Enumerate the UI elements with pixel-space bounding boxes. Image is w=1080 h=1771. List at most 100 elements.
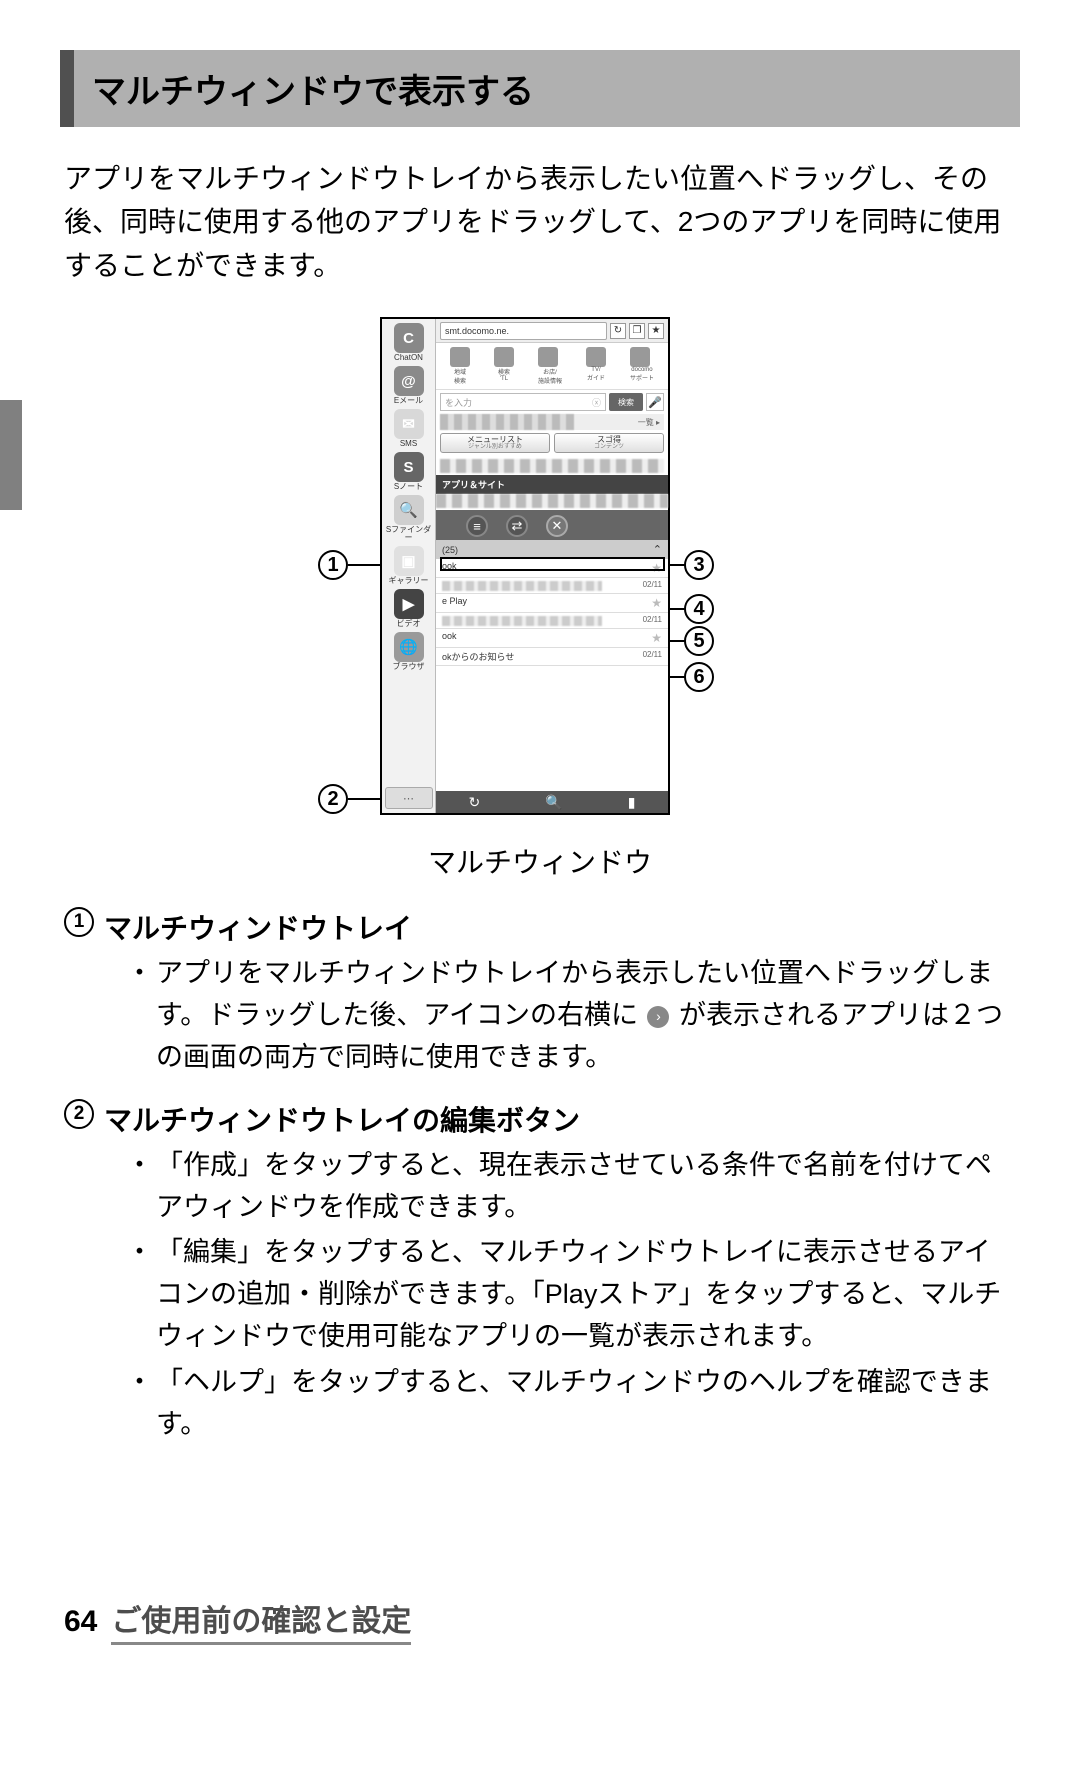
list-item-date: 02/11: [643, 650, 662, 659]
portal-shortcut[interactable]: 検索 'TL: [494, 347, 514, 385]
bullet-text: 「ヘルプ」をタップすると、マルチウィンドウのヘルプを確認できます。: [156, 1362, 1016, 1446]
description-item: 2マルチウィンドウトレイの編集ボタン・「作成」をタップすると、現在表示させている…: [64, 1099, 1016, 1446]
search-button[interactable]: 検索: [609, 393, 643, 411]
description-number: 1: [64, 907, 94, 937]
bullet-marker: ・: [126, 1232, 156, 1358]
page-footer: 64 ご使用前の確認と設定: [60, 1596, 1020, 1645]
list-item-title: okからのお知らせ: [442, 652, 514, 662]
app-label: ブラウザ: [385, 663, 433, 671]
sync-icon[interactable]: ↻: [469, 794, 481, 811]
portal-shortcut[interactable]: TV/ ガイド: [586, 347, 606, 385]
list-item[interactable]: 02/11: [436, 578, 668, 594]
portal-icon: [494, 347, 514, 367]
portal-shortcut[interactable]: 地域 検索: [450, 347, 470, 385]
portal-label: TV/ ガイド: [586, 367, 606, 382]
callout-6: 6: [684, 662, 714, 692]
bookmark-icon[interactable]: ★: [648, 323, 664, 339]
star-icon[interactable]: ★: [651, 596, 662, 610]
portal-search-input[interactable]: を入力 ⓧ: [440, 393, 606, 411]
window-divider[interactable]: ≡ ⇄ ✕: [436, 510, 668, 540]
portal-icon: [538, 347, 558, 367]
device-screenshot: CChatON @Eメール ✉SMS SSノート 🔍Sファインダー ▣ギャラリー ▶ビデオ 🌐…: [380, 317, 670, 815]
portal-label: 検索 'TL: [494, 367, 514, 382]
search-icon[interactable]: 🔍: [545, 794, 562, 811]
list-item-title: ook: [442, 631, 457, 641]
refresh-icon[interactable]: ↻: [610, 323, 626, 339]
star-icon[interactable]: ★: [651, 631, 662, 645]
callout-1: 1: [318, 550, 348, 580]
tray-edit-button[interactable]: ⋯: [385, 787, 433, 809]
browser-urlbar: smt.docomo.ne. ↻ ❐ ★: [436, 319, 668, 343]
tray-app-item[interactable]: CChatON: [385, 323, 433, 362]
description-title: マルチウィンドウトレイの編集ボタン: [104, 1099, 580, 1139]
tab-sub: コンテンツ: [594, 444, 624, 450]
description-item: 1 マルチウィンドウトレイ・アプリをマルチウィンドウトレイから表示したい位置へドラ…: [64, 907, 1016, 1079]
footer-title: ご使用前の確認と設定: [111, 1596, 411, 1645]
tags-more-link[interactable]: 一覧 ▸: [638, 417, 660, 428]
arrow-right-icon: ›: [647, 1006, 669, 1028]
list-item[interactable]: 02/11: [436, 613, 668, 629]
figure-caption: マルチウィンドウ: [60, 841, 1020, 881]
portal-search-row: を入力 ⓧ 検索 🎤: [436, 390, 668, 414]
portal-shortcut[interactable]: docomo サポート: [630, 347, 654, 385]
blurred-content: [436, 494, 668, 508]
app-icon: S: [394, 452, 424, 482]
tray-app-item[interactable]: SSノート: [385, 452, 433, 491]
app-label: ビデオ: [385, 620, 433, 628]
list-item[interactable]: ook ★: [436, 629, 668, 648]
bullet-text: アプリをマルチウィンドウトレイから表示したい位置へドラッグします。ドラッグした後…: [156, 953, 1016, 1079]
screen-main-area: smt.docomo.ne. ↻ ❐ ★ 地域 検索検索 'TL お店/ 施設情報…: [436, 319, 668, 791]
bullet-text: 「編集」をタップすると、マルチウィンドウトレイに表示させるアイコンの追加・削除が…: [156, 1232, 1016, 1358]
tray-app-item[interactable]: 🌐ブラウザ: [385, 632, 433, 671]
app-icon: ▣: [394, 546, 424, 576]
url-field[interactable]: smt.docomo.ne.: [440, 322, 607, 340]
list-item-date: 02/11: [643, 615, 662, 624]
page-number: 64: [64, 1605, 97, 1639]
callout-5: 5: [684, 626, 714, 656]
blurred-content: [440, 459, 664, 473]
clear-icon[interactable]: ⓧ: [592, 396, 601, 409]
tray-app-item[interactable]: @Eメール: [385, 366, 433, 405]
chevron-up-icon[interactable]: ⌃: [653, 543, 662, 556]
divider-menu-icon[interactable]: ≡: [466, 515, 488, 537]
tray-app-item[interactable]: ▶ビデオ: [385, 589, 433, 628]
list-header-label: (25): [442, 545, 458, 555]
tags-row: 一覧 ▸: [440, 414, 664, 430]
bullet-item: ・「編集」をタップすると、マルチウィンドウトレイに表示させるアイコンの追加・削除…: [126, 1232, 1016, 1358]
list-item-date: 02/11: [643, 580, 662, 589]
bullet-item: ・「ヘルプ」をタップすると、マルチウィンドウのヘルプを確認できます。: [126, 1362, 1016, 1446]
folder-icon[interactable]: ▮: [628, 794, 636, 811]
mic-icon[interactable]: 🎤: [646, 393, 664, 411]
description-body: ・「作成」をタップすると、現在表示させている条件で名前を付けてペアウィンドウを作…: [64, 1145, 1016, 1446]
app-icon: ▶: [394, 589, 424, 619]
bullet-item: ・「作成」をタップすると、現在表示させている条件で名前を付けてペアウィンドウを作…: [126, 1145, 1016, 1229]
description-body: ・アプリをマルチウィンドウトレイから表示したい位置へドラッグします。ドラッグした…: [64, 953, 1016, 1079]
bottom-toolbar: ↻ 🔍 ▮: [436, 791, 668, 813]
portal-shortcut[interactable]: お店/ 施設情報: [538, 347, 562, 385]
portal-tab[interactable]: メニューリストジャンル別おすすめ: [440, 433, 550, 453]
portal-tab[interactable]: スゴ得コンテンツ: [554, 433, 664, 453]
divider-close-icon[interactable]: ✕: [546, 515, 568, 537]
tray-app-item[interactable]: 🔍Sファインダー: [385, 495, 433, 542]
tray-app-item[interactable]: ✉SMS: [385, 409, 433, 448]
list-item[interactable]: okからのお知らせ 02/11: [436, 648, 668, 666]
app-icon: 🔍: [394, 495, 424, 525]
highlight-box: [440, 557, 665, 571]
tab-main: メニューリスト: [467, 436, 523, 444]
blurred-content: [440, 414, 574, 430]
app-label: ギャラリー: [385, 577, 433, 585]
list-item[interactable]: e Play ★: [436, 594, 668, 613]
description-heading: 2マルチウィンドウトレイの編集ボタン: [64, 1099, 1016, 1139]
figure: 1 2 3 4 5 6 CChatON@Eメール✉SMSSSノート🔍Sファインダ…: [220, 317, 860, 827]
app-icon: ✉: [394, 409, 424, 439]
list-item-title: e Play: [442, 596, 467, 606]
page-side-tab: [0, 400, 22, 510]
multiwindow-tray[interactable]: CChatON @Eメール ✉SMS SSノート 🔍Sファインダー ▣ギャラリー ▶ビデオ 🌐…: [382, 319, 436, 813]
portal-label: お店/ 施設情報: [538, 367, 562, 385]
tray-app-item[interactable]: ▣ギャラリー: [385, 546, 433, 585]
tabs-icon[interactable]: ❐: [629, 323, 645, 339]
description-heading: 1 マルチウィンドウトレイ: [64, 907, 1016, 947]
portal-shortcuts: 地域 検索検索 'TL お店/ 施設情報 TV/ ガイド docomo サポート: [436, 343, 668, 390]
divider-switch-icon[interactable]: ⇄: [506, 515, 528, 537]
description-title: マルチウィンドウトレイ: [104, 907, 412, 947]
